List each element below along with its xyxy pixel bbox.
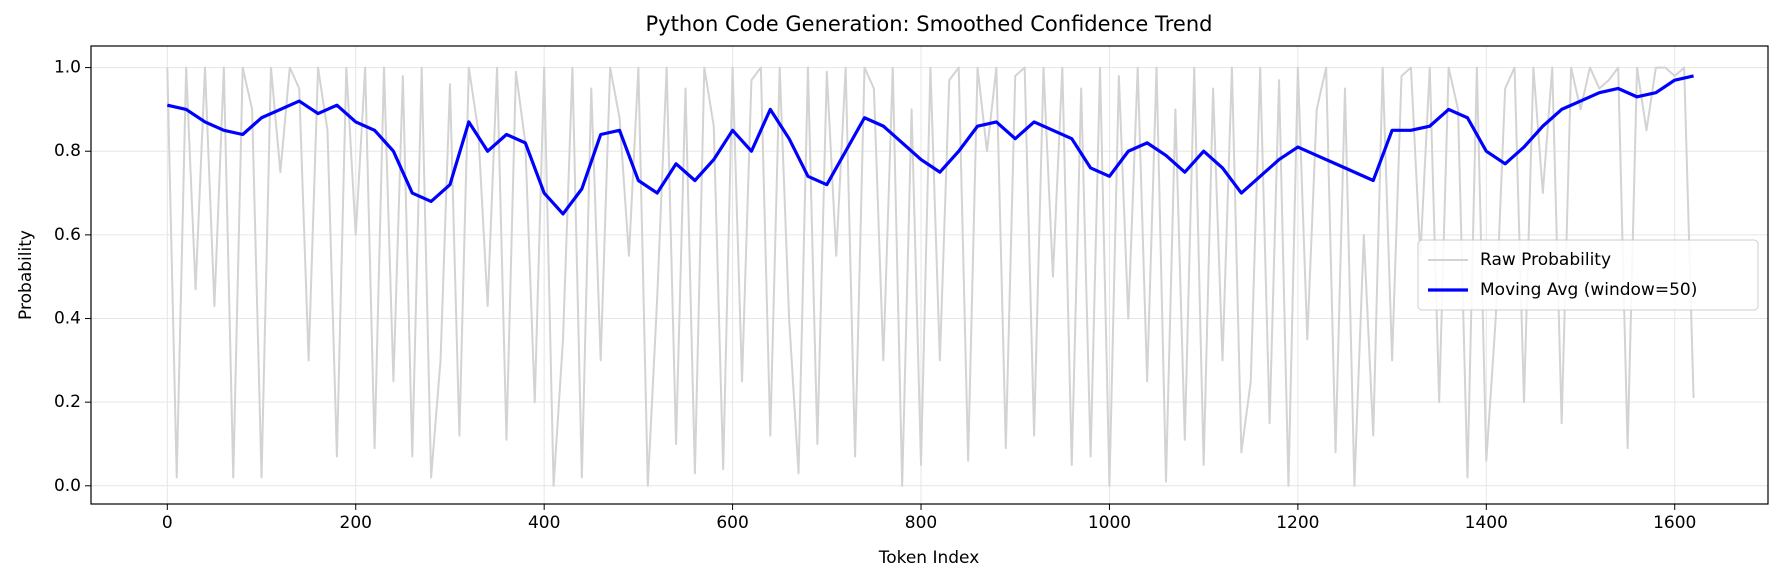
y-tick-label: 0.8 [54, 141, 81, 161]
legend-label: Moving Avg (window=50) [1480, 280, 1697, 300]
line-series [166, 74, 1694, 216]
x-tick-label: 600 [716, 513, 748, 533]
x-axis-label: Token Index [878, 548, 980, 568]
x-tick-label: 1000 [1088, 513, 1131, 533]
x-tick-label: 1600 [1653, 513, 1696, 533]
y-axis-label: Probability [16, 230, 36, 320]
y-tick-label: 0.4 [54, 309, 81, 329]
line-series [166, 66, 1695, 487]
legend-box [1417, 239, 1759, 311]
legend: Raw Probability Moving Avg (window=50) [1417, 239, 1759, 311]
y-tick-label: 0.0 [54, 476, 81, 496]
x-tick-label: 0 [162, 513, 173, 533]
x-tick-label: 400 [528, 513, 560, 533]
y-tick-label: 0.2 [54, 392, 81, 412]
y-tick-label: 0.6 [54, 225, 81, 245]
axes-frame [90, 45, 1769, 505]
x-tick-label: 200 [340, 513, 372, 533]
chart-title: Python Code Generation: Smoothed Confide… [646, 12, 1213, 36]
legend-label: Raw Probability [1480, 250, 1611, 270]
x-tick-label: 1400 [1465, 513, 1508, 533]
x-tick-label: 800 [905, 513, 937, 533]
y-tick-label: 1.0 [54, 58, 81, 78]
x-tick-label: 1200 [1276, 513, 1319, 533]
